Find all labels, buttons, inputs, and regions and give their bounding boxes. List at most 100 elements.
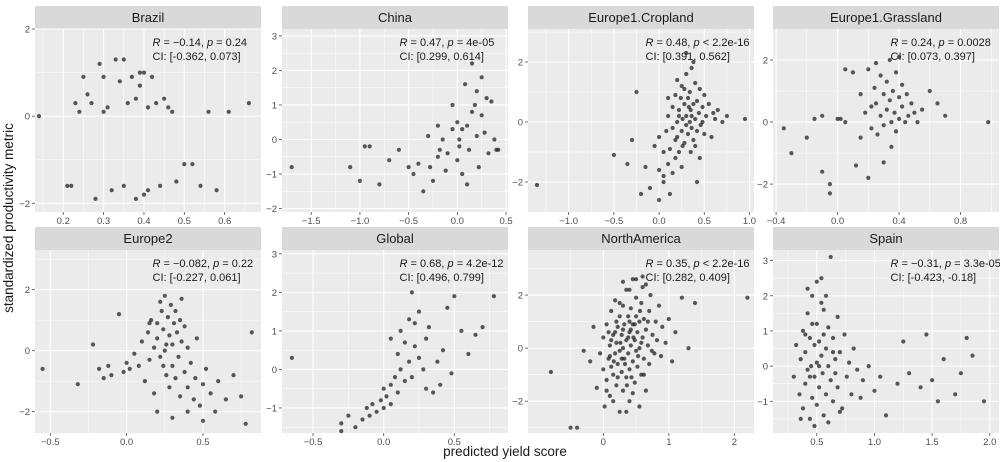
y-tick-label: 0 bbox=[763, 362, 768, 373]
correlation-annotation: R = −0.31, p = 3.3e-05 bbox=[891, 258, 1000, 270]
scatter-point bbox=[440, 137, 445, 142]
scatter-point bbox=[409, 375, 414, 380]
scatter-point bbox=[609, 338, 614, 343]
scatter-point bbox=[167, 333, 172, 338]
scatter-point bbox=[688, 149, 693, 155]
p-value: = 0.0028 bbox=[945, 37, 991, 49]
scatter-point bbox=[819, 300, 824, 305]
scatter-point bbox=[459, 328, 464, 333]
scatter-point bbox=[36, 114, 42, 119]
scatter-point bbox=[450, 102, 455, 108]
x-tick-label: 2 bbox=[732, 437, 737, 448]
facet-title: Europe2 bbox=[123, 231, 172, 246]
scatter-point bbox=[670, 125, 675, 131]
scatter-point bbox=[693, 116, 698, 122]
p-symbol: p bbox=[447, 37, 454, 49]
scatter-point bbox=[843, 120, 848, 125]
scatter-point bbox=[667, 146, 673, 152]
scatter-point bbox=[465, 123, 470, 128]
scatter-point bbox=[445, 305, 450, 310]
scatter-point bbox=[634, 348, 639, 353]
scatter-point bbox=[814, 321, 819, 326]
scatter-point bbox=[185, 385, 190, 390]
scatter-point bbox=[640, 285, 645, 290]
scatter-point bbox=[611, 359, 616, 364]
x-tick-label: 0.5 bbox=[196, 437, 209, 448]
scatter-point bbox=[124, 360, 129, 365]
scatter-point bbox=[109, 188, 114, 193]
p-value: < 2.2e-16 bbox=[700, 258, 750, 270]
scatter-point bbox=[700, 119, 705, 125]
scatter-point bbox=[673, 330, 678, 335]
scatter-point bbox=[636, 354, 641, 359]
scatter-point bbox=[367, 413, 372, 418]
scatter-point bbox=[625, 161, 630, 167]
scatter-point bbox=[827, 182, 833, 187]
scatter-point bbox=[243, 421, 248, 426]
scatter-point bbox=[866, 175, 871, 180]
y-tick-label: −1 bbox=[266, 403, 277, 414]
scatter-point bbox=[691, 59, 696, 65]
scatter-point bbox=[121, 57, 126, 62]
scatter-point bbox=[607, 354, 613, 359]
x-tick-label: 0.8 bbox=[954, 216, 967, 227]
scatter-point bbox=[678, 95, 683, 101]
scatter-point bbox=[817, 339, 822, 344]
scatter-point bbox=[170, 109, 175, 114]
x-tick-label: −1.5 bbox=[302, 216, 321, 227]
scatter-point bbox=[75, 382, 80, 387]
scatter-point bbox=[687, 119, 692, 125]
scatter-point bbox=[930, 378, 935, 383]
scatter-point bbox=[289, 355, 294, 360]
y-tick-label: 3 bbox=[272, 31, 277, 42]
scatter-point bbox=[611, 372, 616, 377]
scatter-point bbox=[912, 110, 917, 115]
scatter-point bbox=[941, 357, 946, 362]
facet-strip bbox=[773, 227, 999, 250]
scatter-point bbox=[881, 92, 886, 97]
p-symbol: p bbox=[212, 258, 219, 270]
scatter-point bbox=[628, 343, 633, 348]
scatter-point bbox=[117, 79, 122, 84]
scatter-point bbox=[581, 348, 586, 353]
scatter-point bbox=[887, 98, 892, 103]
y-tick-label: −2 bbox=[757, 180, 768, 191]
scatter-point bbox=[460, 171, 465, 177]
scatter-point bbox=[847, 360, 852, 365]
scatter-point bbox=[863, 110, 868, 115]
scatter-point bbox=[850, 70, 856, 75]
scatter-point bbox=[145, 188, 151, 193]
scatter-point bbox=[149, 318, 154, 323]
scatter-point bbox=[480, 325, 485, 330]
scatter-point bbox=[878, 73, 883, 78]
scatter-point bbox=[188, 360, 193, 365]
scatter-point bbox=[170, 342, 175, 347]
scatter-point bbox=[445, 151, 450, 156]
scatter-point bbox=[709, 134, 714, 140]
scatter-point bbox=[889, 120, 894, 125]
scatter-point bbox=[178, 394, 183, 399]
scatter-point bbox=[881, 160, 886, 165]
scatter-point bbox=[246, 101, 251, 106]
scatter-point bbox=[594, 385, 599, 390]
scatter-point bbox=[214, 188, 219, 193]
scatter-point bbox=[821, 413, 826, 418]
scatter-point bbox=[620, 303, 626, 308]
facet-panel: Europe1.Cropland −1.0 −0.5 0.0 0.5 1.0 −2 0 2 R =… bbox=[512, 6, 756, 227]
scatter-point bbox=[907, 371, 912, 376]
scatter-point bbox=[641, 316, 647, 322]
scatter-point bbox=[855, 367, 860, 372]
x-tick-label: 0.5 bbox=[698, 216, 711, 227]
p-symbol: p bbox=[693, 37, 700, 49]
scatter-point bbox=[641, 372, 647, 377]
scatter-point bbox=[168, 302, 173, 307]
scatter-point bbox=[223, 397, 228, 402]
scatter-point bbox=[791, 374, 796, 379]
scatter-point bbox=[421, 367, 426, 372]
facet-panel: Brazil 0.2 0.3 0.4 0.5 0.6 −2 0 2 R = −0.14, p = … bbox=[19, 6, 261, 227]
scatter-point bbox=[435, 154, 440, 159]
scatter-point bbox=[713, 116, 718, 122]
scatter-point bbox=[455, 158, 460, 163]
scatter-point bbox=[613, 330, 618, 335]
scatter-point bbox=[568, 425, 573, 430]
